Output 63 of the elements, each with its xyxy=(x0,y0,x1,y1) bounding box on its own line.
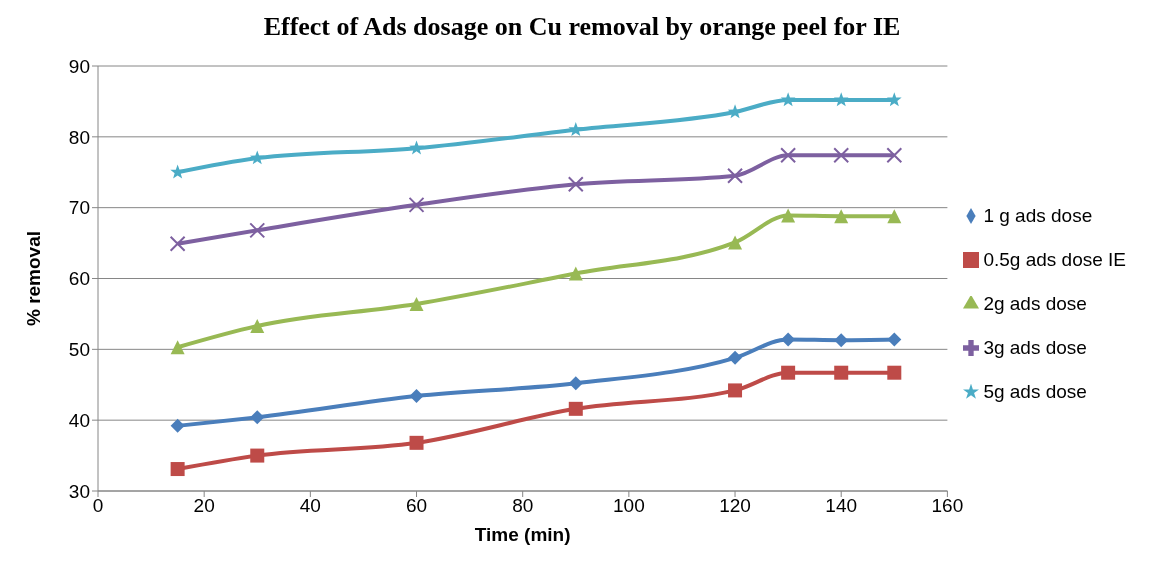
y-tick-label: 70 xyxy=(68,197,90,219)
x-tick-label: 60 xyxy=(405,495,428,517)
x-tick-label: 160 xyxy=(931,495,964,517)
point xyxy=(728,235,743,250)
point xyxy=(833,147,850,164)
point xyxy=(409,435,424,450)
legend-label: 2g ads dose xyxy=(983,292,1087,314)
y-tick-label: 40 xyxy=(68,409,90,431)
point xyxy=(780,147,797,164)
point xyxy=(781,365,796,380)
x-tick-label: 40 xyxy=(299,495,321,517)
point xyxy=(833,92,849,107)
x-tick-label: 80 xyxy=(512,495,534,517)
legend-label: 5g ads dose xyxy=(983,380,1087,402)
point xyxy=(834,365,849,380)
point xyxy=(250,448,265,463)
point xyxy=(727,167,744,184)
point xyxy=(834,333,849,348)
legend-label: 0.5g ads dose IE xyxy=(983,248,1126,270)
point xyxy=(568,266,583,281)
point xyxy=(887,209,902,224)
x-tick-label: 0 xyxy=(92,495,104,517)
legend-label: 3g ads dose xyxy=(983,336,1087,358)
y-axis-title: % removal xyxy=(22,230,44,327)
point xyxy=(408,196,425,213)
point xyxy=(568,401,583,416)
chart-title: Effect of Ads dosage on Cu removal by orange peel for IE xyxy=(262,12,902,42)
point xyxy=(567,176,584,193)
point xyxy=(409,297,424,311)
y-tick-label: 60 xyxy=(68,268,90,290)
y-tick-label: 30 xyxy=(68,480,90,502)
point xyxy=(887,332,902,347)
point xyxy=(170,418,185,433)
x-tick-label: 140 xyxy=(825,495,858,517)
point xyxy=(886,92,902,107)
point xyxy=(781,332,796,347)
point xyxy=(169,235,186,252)
point xyxy=(249,150,265,165)
point xyxy=(409,389,424,404)
point xyxy=(170,340,185,355)
point xyxy=(409,140,424,155)
x-tick-label: 120 xyxy=(719,495,751,517)
legend-label: 1 g ads dose xyxy=(983,204,1093,226)
y-tick-label: 90 xyxy=(68,55,90,77)
x-tick-label: 20 xyxy=(193,495,215,517)
point xyxy=(780,92,796,107)
point xyxy=(170,462,185,477)
point xyxy=(568,122,584,136)
x-axis-title: Time (min) xyxy=(474,524,571,545)
x-tick-label: 100 xyxy=(613,495,645,517)
point xyxy=(250,410,265,425)
point xyxy=(170,164,185,179)
point xyxy=(250,318,265,333)
y-tick-label: 50 xyxy=(68,339,90,361)
point xyxy=(887,365,902,380)
point xyxy=(886,147,903,164)
point xyxy=(728,350,743,365)
point xyxy=(781,208,796,223)
point xyxy=(568,376,583,391)
y-tick-label: 80 xyxy=(68,126,90,148)
point xyxy=(728,383,743,398)
point xyxy=(834,209,849,224)
point xyxy=(249,222,266,239)
